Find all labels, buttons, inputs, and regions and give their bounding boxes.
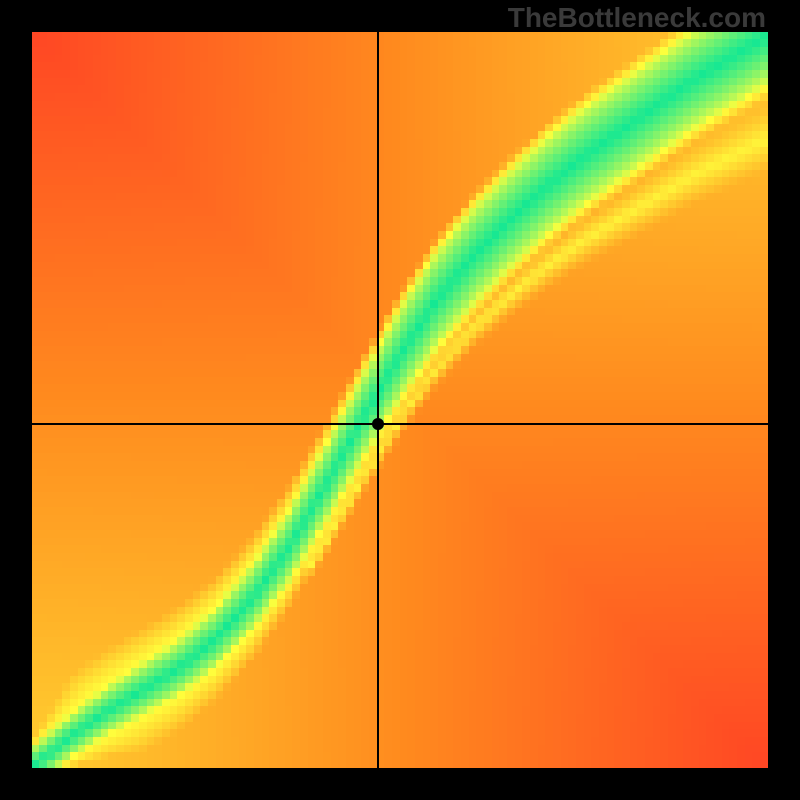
watermark-text: TheBottleneck.com [508,2,766,34]
crosshair-horizontal [32,423,768,425]
bottleneck-heatmap [32,32,768,768]
crosshair-vertical [377,32,379,768]
